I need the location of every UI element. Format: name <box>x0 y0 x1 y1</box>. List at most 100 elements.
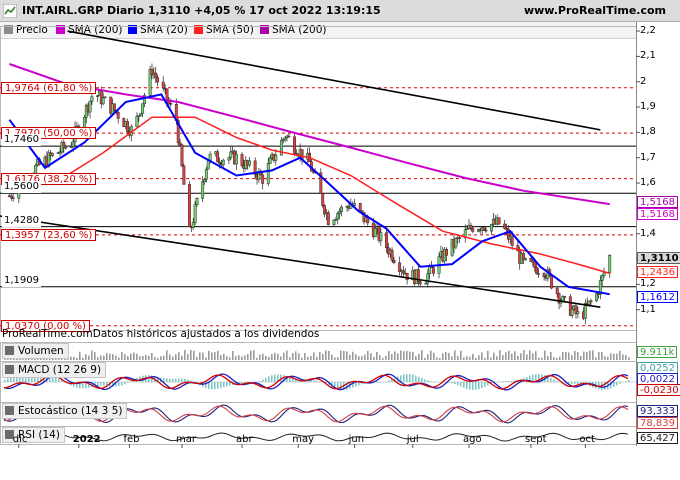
volume-bar <box>358 356 360 360</box>
macd-hist-bar <box>121 382 123 386</box>
volume-bar <box>292 352 294 360</box>
candle-body <box>143 95 146 104</box>
macd-hist-bar <box>295 379 297 382</box>
x-tick-label: sept <box>524 434 547 445</box>
candle-body <box>116 112 120 119</box>
macd-hist-bar <box>49 376 51 382</box>
volume-bar <box>349 354 351 360</box>
candle-body <box>206 160 210 170</box>
candle-body <box>218 161 221 164</box>
volume-bar <box>364 354 366 360</box>
macd-hist-bar <box>235 382 237 385</box>
candle-body <box>182 165 186 185</box>
candle-body <box>150 68 154 76</box>
macd-hist-bar <box>424 379 426 382</box>
legend-swatch-price <box>4 25 13 34</box>
macd-hist-bar <box>265 377 267 382</box>
volume-bar <box>166 350 168 360</box>
gear-icon[interactable] <box>5 365 14 374</box>
macd-hist-bar <box>478 382 480 390</box>
volume-bar <box>457 356 459 360</box>
candle-body <box>137 115 141 117</box>
moving-averages <box>0 30 610 308</box>
volume-bar <box>415 356 417 360</box>
volume-bar <box>232 351 234 360</box>
volume-bar <box>490 357 492 360</box>
volume-bar <box>451 356 453 360</box>
volume-bar <box>628 357 630 360</box>
volume-bar <box>604 356 606 360</box>
volume-bar <box>73 357 75 360</box>
volume-bar <box>322 354 324 360</box>
macd-hist-bar <box>529 375 531 382</box>
fib-level-label: 1,3957 (23,60 %) <box>1 228 97 241</box>
volume-bar <box>103 355 105 360</box>
volume-bar <box>619 350 621 360</box>
macd-hist-bar <box>469 382 471 390</box>
macd-hist-bar <box>418 376 420 382</box>
macd-hist-bar <box>58 378 60 382</box>
chart-type-icon[interactable] <box>3 4 17 18</box>
macd-hist-bar <box>571 382 573 384</box>
x-tick-label: ago <box>463 434 482 445</box>
gear-icon[interactable] <box>5 346 14 355</box>
volume-bar <box>325 350 327 360</box>
volume-bar <box>136 353 138 360</box>
volume-bar <box>400 350 402 360</box>
panel-title-macd[interactable]: MACD (12 26 9) <box>2 362 107 378</box>
volume-bar <box>391 354 393 360</box>
macd-hist-bar <box>334 382 336 389</box>
macd-hist-bar <box>55 377 57 382</box>
indicator-series <box>0 350 636 442</box>
volume-bar <box>217 350 219 360</box>
gear-icon[interactable] <box>5 406 14 415</box>
volume-bar <box>409 351 411 360</box>
candle-body <box>454 238 458 248</box>
gear-icon[interactable] <box>5 430 14 439</box>
candle-body <box>503 223 507 229</box>
panel-title-stochastic-label: Estocástico (14 3 5) <box>18 405 123 417</box>
panel-title-volume[interactable]: Volumen <box>2 343 69 359</box>
candle-body <box>139 113 143 116</box>
macd-hist-bar <box>604 382 606 390</box>
macd-hist-bar <box>271 375 273 382</box>
candle-body <box>602 272 606 276</box>
macd-hist-bar <box>226 382 228 387</box>
volume-bar <box>622 354 624 360</box>
volume-bar <box>208 350 210 360</box>
volume-bar <box>511 353 513 360</box>
candle-body <box>321 193 325 206</box>
macd-hist-bar <box>103 382 105 386</box>
macd-hist-bar <box>316 380 318 382</box>
candle-body <box>326 212 330 226</box>
candle-body <box>221 159 225 166</box>
volume-bar <box>175 354 177 360</box>
candle-body <box>216 151 220 163</box>
volume-bar <box>406 350 408 360</box>
candle-body <box>490 224 493 232</box>
macd-hist-bar <box>187 379 189 382</box>
legend-swatch-sma200-b <box>260 25 269 34</box>
volume-bar <box>397 353 399 360</box>
panel-title-stochastic[interactable]: Estocástico (14 3 5) <box>2 403 128 419</box>
volume-bar <box>253 350 255 360</box>
volume-bar <box>565 351 567 360</box>
site-link[interactable]: www.ProRealTime.com <box>523 4 666 17</box>
volume-bar <box>307 356 309 360</box>
macd-hist-bar <box>328 382 330 386</box>
macd-hist-bar <box>217 382 219 389</box>
volume-bar <box>301 357 303 360</box>
candle-body <box>595 293 599 302</box>
candle-body <box>587 300 591 305</box>
candle-body <box>178 142 182 146</box>
volume-bar <box>538 357 540 360</box>
volume-bar <box>280 356 282 360</box>
y-tick-label: 1,2 <box>640 278 656 290</box>
volume-bar <box>205 357 207 360</box>
macd-hist-bar <box>166 378 168 382</box>
macd-hist-bar <box>175 378 177 382</box>
macd-hist-bar <box>157 376 159 382</box>
panel-title-rsi[interactable]: RSI (14) <box>2 427 65 443</box>
candle-body <box>71 141 75 147</box>
